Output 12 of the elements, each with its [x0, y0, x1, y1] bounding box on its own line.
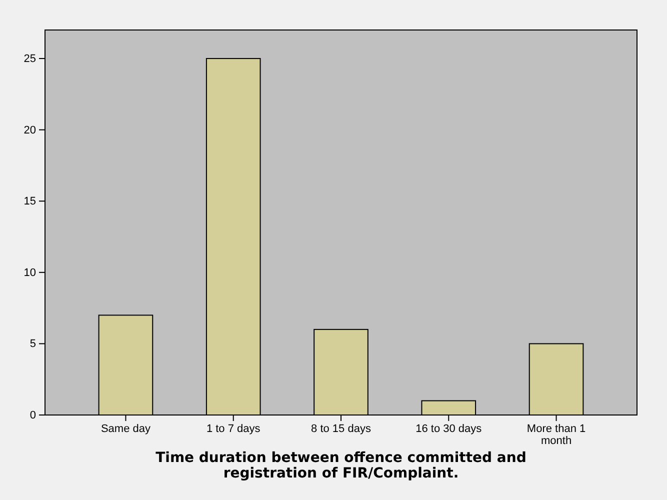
x-axis-title: Time duration between offence committed and registration of FIR/Complaint. [156, 450, 526, 482]
y-tick-label: 5 [30, 338, 36, 350]
y-tick-label: 0 [30, 410, 36, 422]
x-tick-label: 1 to 7 days [206, 422, 261, 435]
y-tick-label: 10 [24, 266, 36, 279]
y-tick-label: 25 [24, 53, 36, 66]
x-tick-label: 8 to 15 days [311, 422, 372, 435]
y-tick-label: 15 [24, 196, 36, 208]
y-tick-label: 20 [24, 124, 36, 136]
x-tick-label: More than 1 month [526, 422, 586, 447]
x-tick-label: Same day [100, 422, 151, 435]
x-tick-label: 16 to 30 days [416, 422, 482, 435]
